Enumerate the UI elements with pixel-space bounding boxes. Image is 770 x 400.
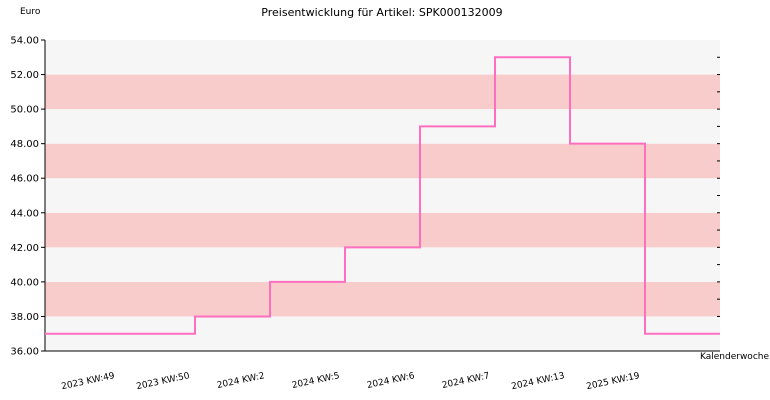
grid-band (45, 281, 720, 317)
x-tick-label: 2023 KW:50 (136, 371, 191, 392)
y-tick-label: 52.00 (10, 70, 39, 81)
price-series (44, 56, 720, 335)
y-axis: 36.00 38.00 40.00 42.00 44.00 46.00 48.00 50.00… (10, 36, 46, 358)
y-tick-label: 48.00 (10, 139, 39, 150)
grid-band (45, 178, 720, 213)
y-tick-label: 40.00 (10, 277, 39, 288)
y-axis-label: Euro (20, 7, 41, 17)
grid-band (45, 109, 720, 144)
y-tick-label: 54.00 (10, 36, 39, 47)
chart-title: Preisentwicklung für Artikel: SPK0001320… (261, 6, 502, 19)
x-tick-label: 2025 KW:19 (586, 371, 641, 392)
y-tick-label: 42.00 (10, 243, 39, 254)
x-tick-label: 2024 KW:5 (291, 371, 341, 391)
price-step-line (45, 56, 720, 335)
grid-band (45, 143, 720, 179)
grid-bands (45, 40, 720, 351)
grid-band (45, 40, 720, 75)
x-tick-label: 2024 KW:13 (511, 371, 566, 392)
x-tick-label: 2024 KW:6 (366, 371, 416, 391)
grid-band (45, 74, 720, 110)
y-tick-label: 44.00 (10, 208, 39, 219)
y-tick-label: 50.00 (10, 105, 39, 116)
y-tick-label: 46.00 (10, 174, 39, 185)
x-tick-label: 2023 KW:49 (61, 371, 116, 392)
x-axis: 2023 KW:49 2023 KW:50 2024 KW:2 2024 KW:5 20… (45, 350, 720, 392)
y-tick-label: 38.00 (10, 312, 39, 323)
x-axis-label: Kalenderwoche (700, 352, 769, 362)
grid-band (45, 212, 720, 248)
right-axis-ticks (717, 56, 720, 335)
grid-band (45, 247, 720, 282)
x-tick-label: 2024 KW:7 (441, 371, 491, 391)
x-tick-label: 2024 KW:2 (216, 371, 266, 391)
y-tick-label: 36.00 (10, 347, 39, 358)
